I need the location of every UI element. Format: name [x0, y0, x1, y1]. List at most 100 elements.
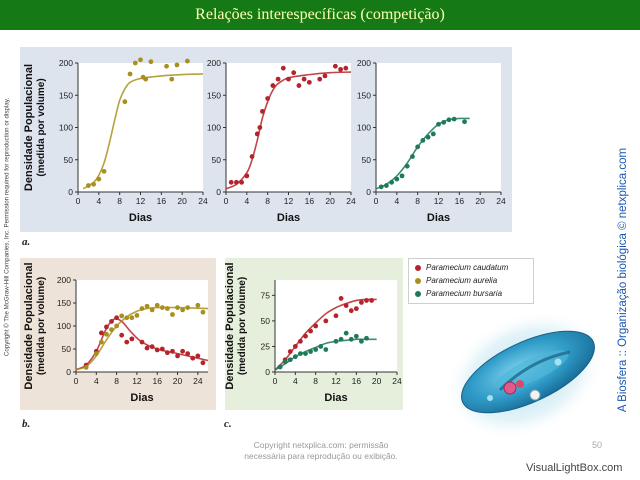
- x-tick-label-a1: 20: [177, 196, 187, 206]
- data-point-caudatum: [317, 76, 323, 82]
- data-point-aurelia: [184, 58, 190, 64]
- data-point-aurelia: [119, 313, 125, 319]
- data-point-bursaria: [343, 330, 349, 336]
- plot-area-a1: [78, 63, 203, 192]
- panel-c: 0 4 8 12 16 20 24 0 25 50 75 Dias Densidade Populaci…: [224, 258, 403, 410]
- data-point-aurelia: [109, 327, 114, 333]
- x-tick-label-c: 20: [372, 376, 382, 386]
- data-point-bursaria: [451, 116, 457, 122]
- plot-area-b: [76, 280, 208, 372]
- data-point-caudatum: [144, 345, 150, 351]
- panel-b-svg: 0 4 8 12 16 20 24 0 50 100 150 200 Dias Densidade Pop…: [23, 262, 209, 404]
- data-point-bursaria: [303, 351, 308, 356]
- x-tick-label-c: 12: [331, 376, 341, 386]
- legend-label-caudatum: Paramecium caudatum: [426, 263, 509, 272]
- data-point-caudatum: [180, 348, 186, 354]
- data-point-bursaria: [425, 134, 431, 140]
- y-tick-label-b: 150: [57, 298, 71, 308]
- data-point-bursaria: [410, 154, 415, 159]
- slide-title-bar: Relações interespecíficas (competição): [0, 0, 640, 30]
- x-tick-label-a3: 8: [415, 196, 420, 206]
- data-point-caudatum: [164, 350, 170, 356]
- data-point-caudatum: [286, 76, 291, 82]
- x-tick-label-a2: 4: [244, 196, 249, 206]
- y-tick-label-b: 0: [66, 367, 71, 377]
- data-point-bursaria: [318, 344, 324, 349]
- species-legend: Paramecium caudatum Paramecium aurelia P…: [408, 258, 534, 304]
- y-axis-title-c: Densidade Populacional: [225, 262, 236, 389]
- data-point-caudatum: [291, 70, 297, 76]
- y-tick-label-b: 50: [62, 344, 72, 354]
- data-point-bursaria: [364, 335, 369, 341]
- data-point-aurelia: [174, 62, 180, 68]
- x-tick-label-b: 4: [94, 376, 99, 386]
- x-axis-title-a3: Dias: [427, 212, 450, 224]
- data-point-caudatum: [338, 296, 344, 301]
- y-tick-label-a2: 100: [207, 123, 221, 133]
- data-point-bursaria: [287, 357, 293, 363]
- data-point-bursaria: [430, 131, 436, 137]
- data-point-aurelia: [170, 312, 175, 317]
- x-tick-label-a1: 24: [198, 196, 208, 206]
- data-point-bursaria: [378, 184, 384, 190]
- chart-a1: 0 4 8 12 16 20 24 0 50 100 150 200 Dias Densidade Pop…: [23, 57, 208, 224]
- data-point-bursaria: [298, 351, 303, 356]
- y-tick-label-c: 25: [261, 341, 271, 351]
- data-point-aurelia: [134, 313, 140, 318]
- data-point-bursaria: [277, 364, 283, 370]
- y-tick-label-b: 200: [57, 275, 71, 285]
- panel-a-label: a.: [22, 236, 31, 248]
- data-point-caudatum: [333, 313, 339, 319]
- x-tick-label-a3: 16: [455, 196, 465, 206]
- data-point-bursaria: [415, 144, 421, 150]
- data-point-caudatum: [338, 67, 343, 72]
- data-point-bursaria: [446, 117, 452, 123]
- data-point-aurelia: [169, 76, 175, 82]
- x-tick-label-a2: 0: [224, 196, 229, 206]
- data-point-caudatum: [298, 338, 303, 344]
- watermark: VisualLightBox.com: [526, 462, 623, 474]
- data-point-caudatum: [303, 333, 308, 339]
- data-point-caudatum: [287, 349, 293, 354]
- copyright-text: Copyright © The McGraw-Hill Companies, I…: [3, 97, 11, 357]
- data-point-caudatum: [249, 154, 255, 159]
- data-point-caudatum: [154, 347, 160, 353]
- legend-item-bursaria: Paramecium bursaria: [415, 289, 502, 298]
- data-point-caudatum: [332, 63, 338, 69]
- data-point-caudatum: [343, 303, 349, 308]
- data-point-bursaria: [308, 349, 313, 354]
- curve-caudatum-a2: [225, 71, 352, 190]
- x-tick-label-a2: 24: [346, 196, 356, 206]
- data-point-aurelia: [101, 168, 107, 174]
- y-tick-label-a2: 50: [212, 155, 222, 165]
- plot-area-a3: [376, 63, 501, 192]
- x-tick-label-c: 16: [352, 376, 362, 386]
- y-tick-label-a3: 150: [357, 90, 371, 100]
- data-point-bursaria: [394, 176, 400, 182]
- data-point-aurelia: [114, 323, 120, 329]
- data-point-bursaria: [282, 359, 288, 365]
- x-tick-label-a3: 20: [475, 196, 485, 206]
- page-number: 50: [592, 440, 603, 450]
- data-point-aurelia: [98, 339, 104, 345]
- data-point-caudatum: [129, 336, 135, 342]
- data-point-caudatum: [185, 351, 191, 356]
- y-axis-title-a1: Densidade Populacional: [23, 64, 35, 191]
- data-point-caudatum: [364, 298, 369, 303]
- chart-a3: 0 4 8 12 16 20 24 0 50 100 150 200 Dias: [357, 58, 506, 224]
- data-point-caudatum: [139, 339, 145, 345]
- data-point-caudatum: [359, 300, 364, 305]
- legend-label-aurelia: Paramecium aurelia: [426, 276, 498, 285]
- y-tick-label-a2: 0: [216, 187, 221, 197]
- y-tick-label-c: 75: [261, 290, 271, 300]
- data-point-bursaria: [323, 347, 329, 352]
- x-tick-label-a1: 8: [117, 196, 122, 206]
- legend-dot-aurelia: [415, 277, 421, 284]
- data-point-caudatum: [114, 315, 120, 321]
- y-tick-label-a2: 150: [207, 90, 221, 100]
- panel-c-svg: 0 4 8 12 16 20 24 0 25 50 75 Dias Densidade Populaci…: [224, 262, 402, 404]
- data-point-aurelia: [91, 181, 97, 187]
- data-point-caudatum: [296, 83, 302, 88]
- data-point-caudatum: [369, 298, 374, 303]
- data-point-caudatum: [228, 179, 234, 185]
